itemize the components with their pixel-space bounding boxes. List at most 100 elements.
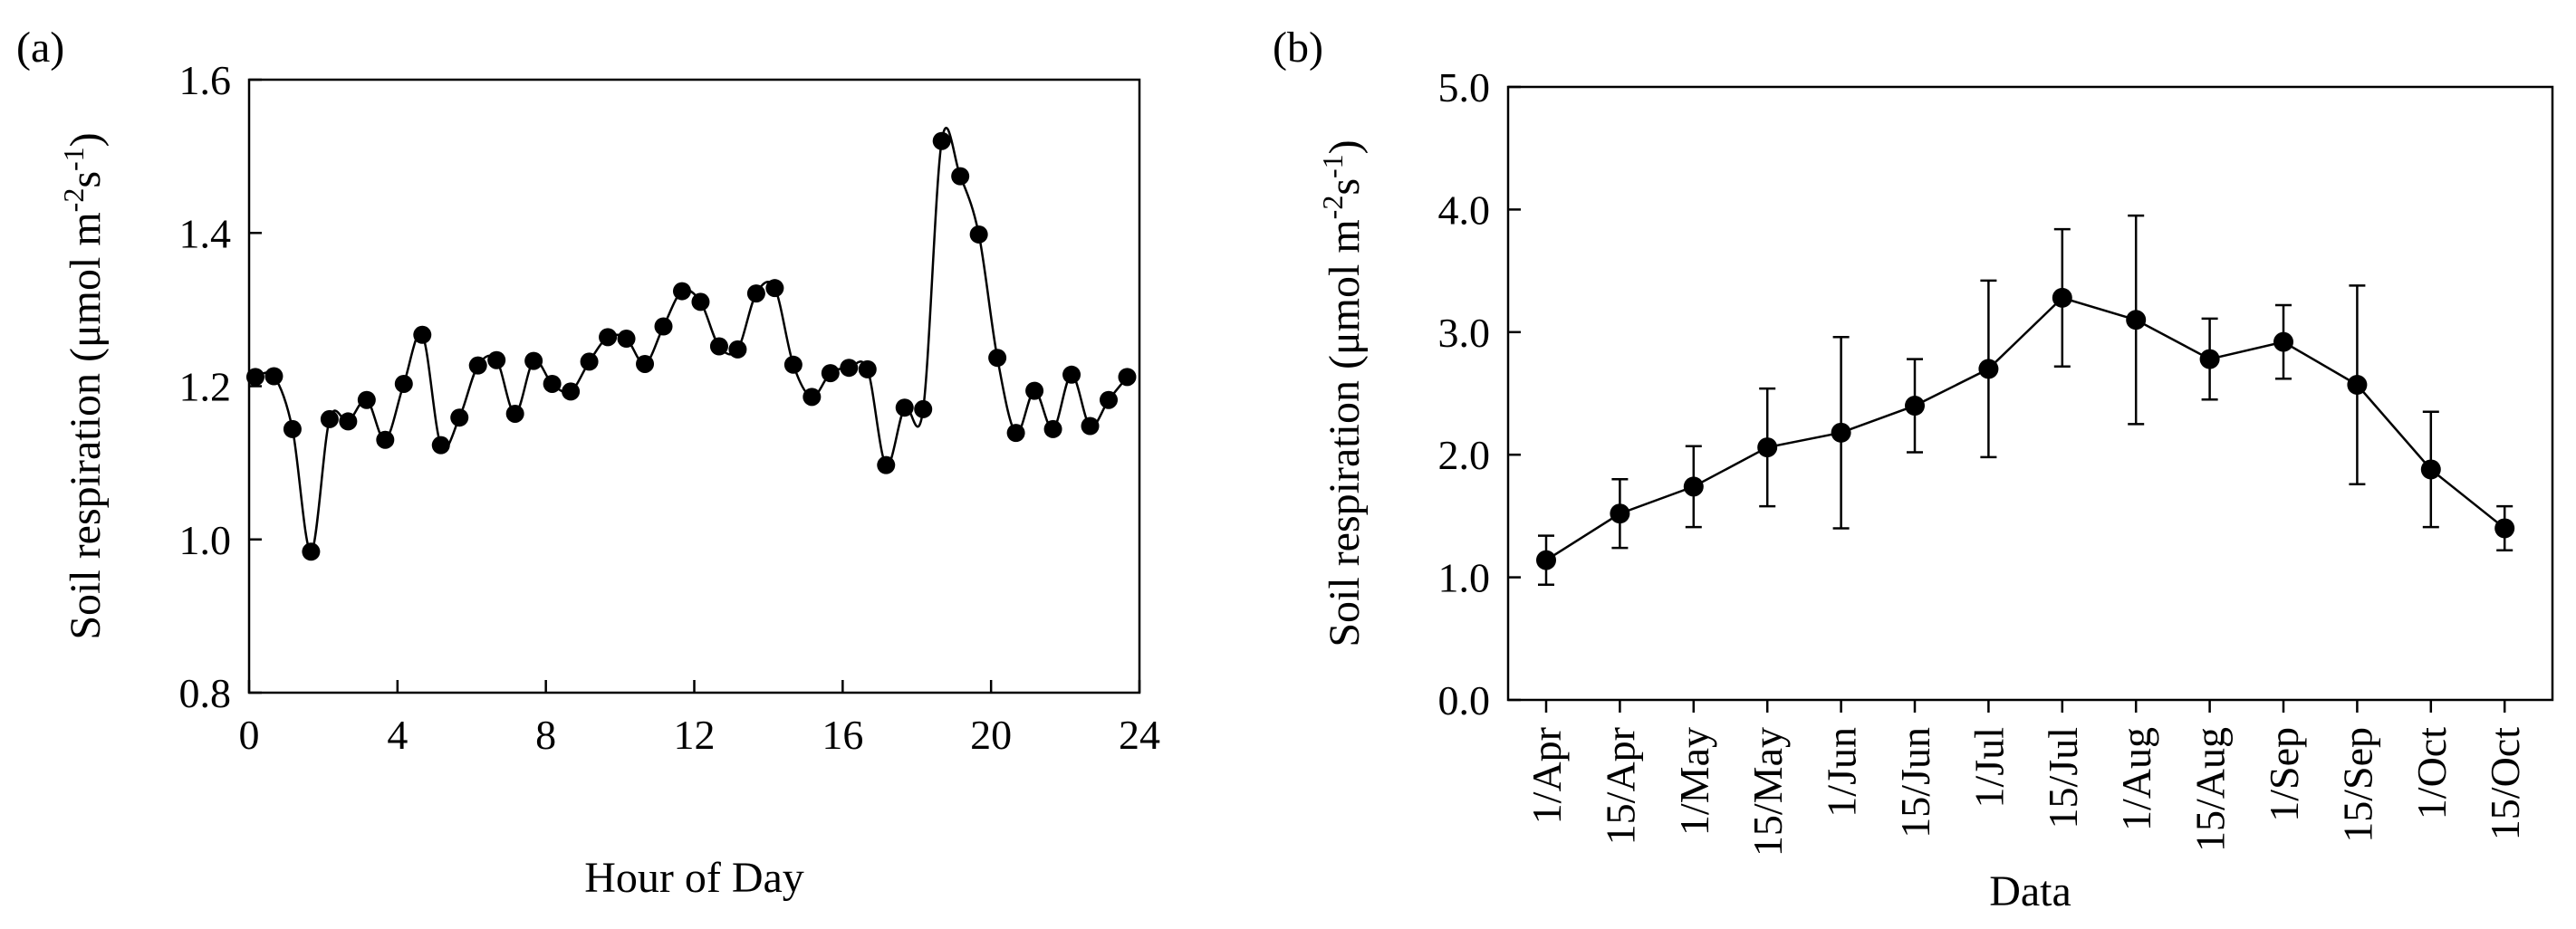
x-axis-label-b: Data <box>1989 867 2071 915</box>
y-tick-label-b: 0.0 <box>1438 677 1491 723</box>
data-point-a <box>543 374 562 393</box>
data-point-b <box>1978 359 1999 379</box>
data-point-a <box>487 350 506 369</box>
y-tick-label-a: 1.4 <box>179 210 232 256</box>
y-axis-label-b: Soil respiration (μmol m-2s-1) <box>1316 139 1369 646</box>
x-tick-label-b: 1/Jul <box>1966 727 2012 808</box>
data-point-a <box>877 455 896 474</box>
data-point-a <box>376 430 395 449</box>
data-point-a <box>394 374 413 393</box>
data-point-b <box>1831 422 1851 443</box>
x-tick-label-a: 12 <box>674 712 716 758</box>
x-tick-label-b: 15/Apr <box>1597 727 1643 845</box>
x-tick-label-b: 15/May <box>1745 727 1791 857</box>
y-axis-label-a: Soil respiration (μmol m-2s-1) <box>57 132 110 639</box>
data-point-a <box>505 404 524 423</box>
series-line-a <box>255 127 1129 553</box>
data-point-a <box>895 398 914 417</box>
data-point-a <box>264 367 284 386</box>
panel-label-a: (a) <box>16 24 64 72</box>
data-point-b <box>1905 396 1925 417</box>
data-point-a <box>357 390 376 409</box>
data-point-a <box>1100 390 1119 409</box>
x-tick-label-b: 15/Aug <box>2187 727 2234 852</box>
x-tick-label-b: 1/Apr <box>1523 727 1570 824</box>
data-point-a <box>728 340 747 359</box>
data-point-a <box>1118 368 1137 387</box>
data-point-b <box>1536 550 1556 570</box>
y-tick-label-b: 4.0 <box>1438 187 1491 233</box>
data-point-a <box>654 317 673 336</box>
data-point-b <box>2052 287 2072 308</box>
x-tick-label-b: 1/May <box>1671 727 1717 836</box>
data-point-a <box>431 436 450 455</box>
data-point-a <box>691 292 710 311</box>
y-tick-label-a: 0.8 <box>179 670 232 716</box>
data-point-a <box>746 284 765 303</box>
data-point-b <box>2273 331 2293 352</box>
data-point-a <box>245 368 264 387</box>
data-point-b <box>2347 375 2368 396</box>
data-point-a <box>562 382 581 401</box>
x-tick-label-b: 1/Sep <box>2261 727 2307 822</box>
data-point-b <box>2199 349 2220 369</box>
x-tick-label-b: 1/Oct <box>2408 727 2455 819</box>
plot-frame-b <box>1506 85 2554 702</box>
data-point-a <box>821 364 840 383</box>
data-point-a <box>672 282 691 301</box>
plot-frame-a <box>247 78 1141 694</box>
x-tick-label-a: 8 <box>535 712 556 758</box>
data-point-a <box>932 131 951 150</box>
data-point-a <box>450 408 469 427</box>
x-tick-label-a: 20 <box>970 712 1012 758</box>
x-tick-label-a: 4 <box>387 712 408 758</box>
data-point-a <box>1025 381 1044 400</box>
data-point-a <box>617 330 636 349</box>
x-tick-label-a: 16 <box>822 712 863 758</box>
data-point-a <box>468 356 487 375</box>
y-tick-label-b: 5.0 <box>1438 64 1491 110</box>
data-point-a <box>580 352 599 371</box>
panel-label-b: (b) <box>1273 24 1323 72</box>
y-tick-label-a: 1.0 <box>179 517 232 563</box>
data-point-a <box>413 325 432 344</box>
data-point-b <box>2420 459 2441 480</box>
data-point-a <box>765 279 784 298</box>
y-tick-label-a: 1.6 <box>179 57 232 103</box>
data-point-b <box>2494 518 2515 539</box>
data-point-a <box>599 328 618 347</box>
data-point-a <box>1062 365 1081 384</box>
series-line-b <box>1545 296 2505 561</box>
data-point-b <box>1683 476 1704 497</box>
y-tick-label-b: 3.0 <box>1438 310 1491 356</box>
data-point-a <box>803 388 822 407</box>
x-axis-label-a: Hour of Day <box>584 854 804 902</box>
x-tick-label-a: 24 <box>1119 712 1160 758</box>
x-tick-label-b: 15/Jul <box>2040 727 2086 828</box>
x-tick-label-a: 0 <box>239 712 260 758</box>
data-point-a <box>988 349 1007 368</box>
data-point-a <box>969 225 988 244</box>
data-point-b <box>1757 437 1778 458</box>
x-tick-label-b: 1/Aug <box>2113 727 2159 831</box>
data-point-a <box>283 419 302 438</box>
data-point-a <box>709 337 728 356</box>
data-point-a <box>1081 417 1100 436</box>
data-point-a <box>339 412 358 431</box>
y-tick-label-a: 1.2 <box>179 364 232 410</box>
data-point-a <box>840 359 859 378</box>
x-tick-label-b: 1/Jun <box>1819 727 1865 818</box>
data-point-a <box>914 399 933 418</box>
data-point-a <box>320 409 339 428</box>
chart-panel-b: 0.0 1.0 2.0 3.0 4.0 5.0 1/Apr 15/Apr 1/May 15/May… <box>1273 24 2554 915</box>
y-tick-label-b: 2.0 <box>1438 432 1491 478</box>
chart-panel-a: 0.8 1.0 1.2 1.4 1.6 0 4 8 12 16 20 24 Hour of Day Soi… <box>16 24 1160 902</box>
x-tick-label-b: 15/Sep <box>2334 727 2380 843</box>
data-point-b <box>2126 310 2147 330</box>
data-point-b <box>1610 503 1630 524</box>
data-point-a <box>636 354 655 373</box>
x-tick-label-b: 15/Jun <box>1892 727 1938 838</box>
x-tick-label-b: 15/Oct <box>2482 727 2528 840</box>
data-point-a <box>858 359 877 378</box>
